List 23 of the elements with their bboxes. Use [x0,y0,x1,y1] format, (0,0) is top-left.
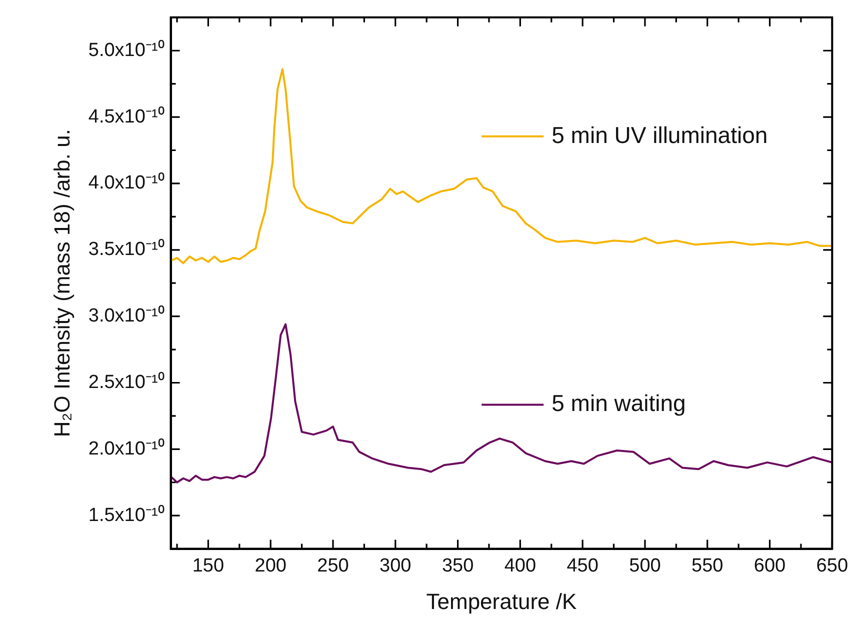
legend-label: 5 min UV illumination [552,122,768,148]
y-tick-label: 5.0x10⁻¹⁰ [88,38,165,61]
y-tick-label: 3.0x10⁻¹⁰ [88,304,165,327]
x-tick-label: 400 [504,555,536,576]
x-tick-label: 250 [317,555,349,576]
x-tick-label: 650 [816,555,848,576]
y-tick-label: 4.0x10⁻¹⁰ [88,172,165,194]
x-tick-label: 300 [380,555,412,576]
x-tick-label: 550 [692,555,724,576]
x-tick-label: 600 [754,555,786,576]
y-axis-title: H₂O Intensity (mass 18) /arb. u. [49,129,74,438]
x-tick-label: 500 [629,555,661,576]
x-tick-label: 200 [254,555,286,576]
x-tick-label: 450 [566,555,598,576]
y-tick-label: 3.5x10⁻¹⁰ [88,238,165,260]
y-tick-label: 4.5x10⁻¹⁰ [88,105,165,128]
y-tick-label: 2.5x10⁻¹⁰ [88,370,165,393]
legend-label: 5 min waiting [552,390,686,416]
y-tick-label: 1.5x10⁻¹⁰ [88,504,165,526]
x-axis-title: Temperature /K [426,588,577,614]
x-tick-label: 150 [192,555,224,576]
x-tick-label: 350 [442,555,474,576]
y-tick-label: 2.0x10⁻¹⁰ [88,437,165,460]
